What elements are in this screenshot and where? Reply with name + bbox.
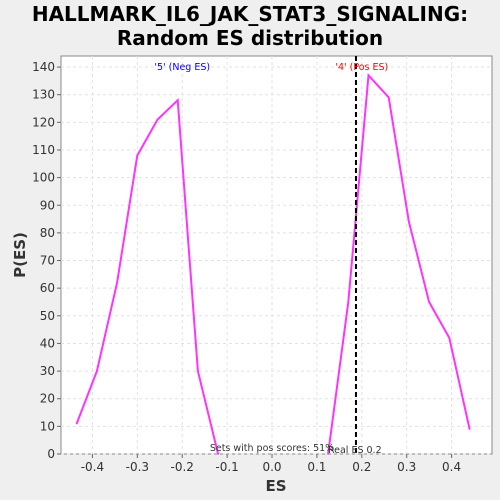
y-tick-label: 90 (40, 198, 55, 212)
y-tick-label: 20 (40, 392, 55, 406)
annotation-layer: Real ES 0.2 '5' (Neg ES) '4' (Pos ES) Sets … (154, 56, 388, 456)
x-tick-label: 0.3 (397, 460, 416, 474)
x-axis-title: ES (265, 477, 286, 495)
data-point (468, 428, 471, 430)
y-tick-label: 80 (40, 226, 55, 240)
plot-area (60, 55, 493, 455)
data-point (75, 422, 78, 425)
y-tick-label: 130 (32, 88, 55, 102)
data-point (116, 281, 118, 284)
data-point (156, 118, 159, 121)
y-tick-label: 100 (32, 171, 55, 185)
data-point (327, 453, 329, 455)
x-tick-label: -0.2 (171, 460, 194, 474)
data-point (448, 337, 451, 339)
y-tick-label: 40 (40, 336, 55, 350)
data-point (428, 301, 430, 303)
neg-es-annotation: '5' (Neg ES) (154, 62, 210, 73)
y-tick-label: 30 (40, 364, 55, 378)
y-tick-label: 70 (40, 254, 55, 268)
data-point (197, 370, 199, 372)
series-layer (75, 72, 471, 455)
data-point (217, 453, 219, 455)
data-point (176, 99, 179, 102)
y-tick-label: 110 (32, 143, 55, 157)
x-tick-label: -0.3 (126, 460, 149, 474)
data-point (367, 74, 370, 77)
y-tick-label: 50 (40, 309, 55, 323)
chart-title-line-1: HALLMARK_IL6_JAK_STAT3_SIGNALING: (31, 2, 469, 26)
es-distribution-line (75, 98, 220, 455)
x-tick-label: -0.1 (215, 460, 238, 474)
grid-layer (61, 56, 492, 455)
real-es-label: Real ES 0.2 (328, 445, 382, 456)
y-tick-label: 120 (32, 115, 55, 129)
pos-scores-annotation: Sets with pos scores: 51% (210, 443, 334, 454)
data-point (387, 96, 390, 99)
y-tick-label: 0 (47, 447, 55, 461)
pos-es-annotation: '4' (Pos ES) (335, 62, 388, 73)
y-axis-title: P(ES) (11, 232, 29, 278)
x-tick-label: -0.4 (81, 460, 104, 474)
x-tick-label: 0.4 (442, 460, 461, 474)
chart-title-line-2: Random ES distribution (116, 26, 384, 50)
data-point (347, 301, 350, 303)
axis-layer: 0 10 20 30 40 50 60 70 80 90 100 110 120 130 140 -0.4 -0… (32, 60, 461, 474)
chart-title: HALLMARK_IL6_JAK_STAT3_SIGNALING: Random… (0, 2, 500, 50)
es-distribution-line (327, 72, 471, 455)
data-point (136, 154, 139, 157)
x-tick-label: 0.0 (262, 460, 281, 474)
y-tick-label: 10 (40, 419, 55, 433)
x-tick-label: 0.2 (352, 460, 371, 474)
data-point (96, 370, 98, 372)
x-tick-label: 0.1 (307, 460, 326, 474)
data-point (408, 221, 410, 223)
y-tick-label: 140 (32, 60, 55, 74)
y-tick-label: 60 (40, 281, 55, 295)
